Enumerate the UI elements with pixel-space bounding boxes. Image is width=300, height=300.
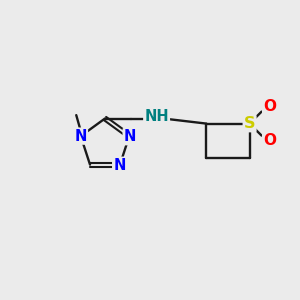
Text: N: N	[75, 129, 87, 144]
Text: S: S	[244, 116, 255, 131]
Text: N: N	[113, 158, 126, 173]
Text: O: O	[263, 133, 276, 148]
Text: O: O	[263, 99, 276, 114]
Text: NH: NH	[144, 109, 169, 124]
Text: N: N	[124, 129, 136, 144]
